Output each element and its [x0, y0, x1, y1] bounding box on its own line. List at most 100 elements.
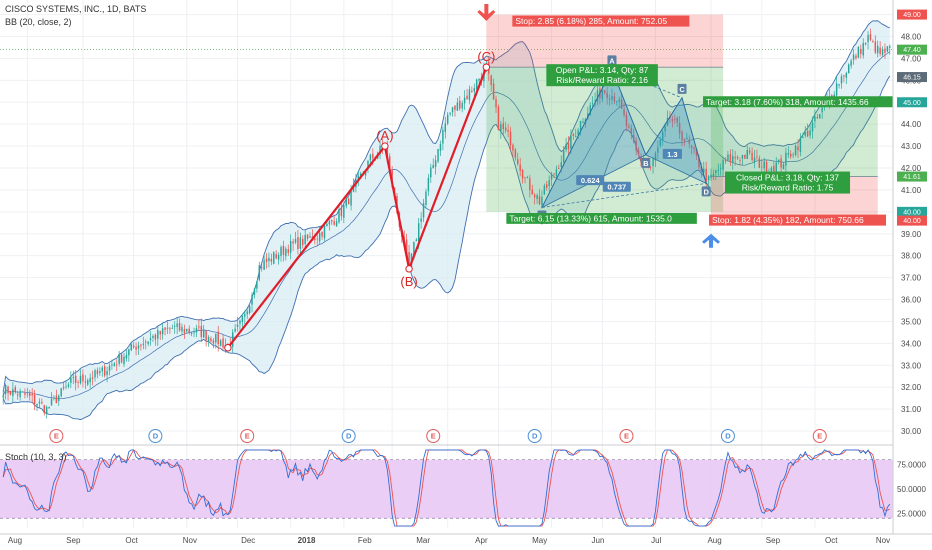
candle-body [125, 355, 128, 359]
candle [7, 385, 9, 401]
price-tag[interactable]: 45.00 [897, 97, 927, 108]
earnings-marker[interactable]: E [812, 429, 827, 443]
candle-body [171, 327, 174, 329]
candle [782, 161, 785, 170]
candle-body [379, 145, 381, 155]
harmonic-point-b[interactable]: B [641, 157, 651, 168]
time-axis[interactable]: Aug Sep Oct Nov Dec 2018 Feb Mar Apr May Jun Jul Aug… [0, 533, 932, 545]
dividend-marker[interactable]: D [527, 429, 542, 443]
candle [157, 325, 159, 346]
wave-point[interactable] [224, 344, 232, 352]
abc-wave[interactable]: (A) (B) (C) [224, 49, 496, 352]
candle [96, 367, 99, 379]
price-tag[interactable]: 46.15 [897, 72, 927, 83]
candle [379, 139, 381, 160]
price-tag[interactable]: 40.00 [897, 206, 927, 217]
candle-body [413, 241, 415, 256]
stoch-indicator-label[interactable]: Stoch (10, 3, 3) [5, 452, 67, 462]
candle-body [541, 196, 543, 206]
candle-body [601, 90, 604, 100]
candle-body [389, 156, 391, 170]
chart-title[interactable]: CISCO SYSTEMS, INC., 1D, BATS [5, 4, 147, 14]
wave-point[interactable] [405, 265, 413, 273]
dividend-marker[interactable]: D [720, 429, 735, 443]
earnings-marker[interactable]: E [426, 429, 441, 443]
short-position-stop-label[interactable]: Stop: 2.85 (6.18%) 285, Amount: 752.05 [512, 15, 690, 27]
candle-body [782, 164, 785, 170]
price-tag-label: 40.00 [903, 218, 921, 225]
short-entry-arrow-icon[interactable] [477, 4, 496, 21]
price-tag[interactable]: 41.61 [897, 171, 927, 182]
candle-body [546, 184, 548, 188]
long-entry-arrow-icon[interactable] [702, 233, 721, 248]
dividend-marker[interactable]: D [148, 429, 163, 443]
earnings-marker[interactable]: E [619, 429, 634, 443]
dividend-marker[interactable]: D [341, 429, 356, 443]
price-tag[interactable]: 40.00 [897, 215, 927, 226]
harmonic-point-a[interactable]: A [607, 55, 617, 66]
wave-point[interactable] [482, 63, 491, 71]
earnings-marker[interactable]: E [240, 429, 255, 443]
price-axis[interactable]: 30.00 31.00 32.00 33.00 34.00 35.00 36.00 37.00… [892, 0, 932, 545]
long-position-stop-label[interactable]: Stop: 1.82 (4.35%) 182, Amount: 750.66 [709, 214, 887, 226]
candle-body [459, 100, 461, 109]
candle-body [178, 323, 181, 331]
dividend-icon [148, 429, 163, 443]
candle-body [231, 332, 234, 347]
candle [437, 148, 439, 164]
candle-body [43, 405, 46, 413]
time-tick-label: 2018 [298, 536, 316, 545]
candle-body [780, 158, 782, 168]
candle [468, 85, 471, 105]
candle-body [727, 154, 729, 160]
candle [275, 250, 277, 260]
wave-point[interactable] [381, 142, 389, 150]
candle-body [587, 113, 589, 119]
candle-body [193, 332, 195, 334]
time-tick-label: Nov [876, 536, 890, 545]
long-position-target-label[interactable]: Target: 3.18 (7.60%) 318, Amount: 1435.6… [703, 96, 894, 108]
harmonic-point-c[interactable]: C [677, 83, 687, 94]
candle [594, 92, 596, 108]
candle [48, 406, 50, 409]
candle-body [611, 95, 613, 100]
candle [466, 88, 468, 100]
candle [263, 254, 265, 271]
candle-body [558, 168, 560, 170]
candle-body [461, 103, 463, 109]
earnings-icon [240, 429, 255, 443]
candle-body [524, 176, 526, 178]
candle-body [434, 160, 437, 167]
candle-body [195, 328, 198, 333]
dividend-icon [720, 429, 735, 443]
candle-body [473, 88, 476, 92]
time-tick-label: Feb [358, 536, 372, 545]
position-labels[interactable]: Stop: 2.85 (6.18%) 285, Amount: 752.05 Ta… [477, 4, 894, 248]
short-position-target-label[interactable]: Target: 6.15 (13.33%) 615, Amount: 1535.… [506, 212, 697, 224]
event-label: E [624, 432, 629, 441]
stoch-tick-label: 75.0000 [897, 461, 926, 470]
price-tag[interactable]: 49.00 [897, 9, 927, 20]
earnings-marker[interactable]: E [49, 429, 64, 443]
harmonic-ratio-label: 0.624 [581, 176, 601, 185]
price-tag[interactable]: 47.40 [897, 44, 927, 55]
candle-body [29, 392, 31, 396]
harmonic-point-d[interactable]: D [701, 186, 711, 197]
harmonic-ratio[interactable]: 0.737 [602, 181, 631, 192]
short-position-pnl-bg [546, 64, 658, 87]
candle-body [340, 207, 343, 217]
bb-indicator-label[interactable]: BB (20, close, 2) [5, 17, 72, 27]
harmonic-ratio[interactable]: 0.624 [576, 175, 605, 186]
candle-body [265, 258, 268, 262]
harmonic-ratio[interactable]: 1.3 [662, 148, 682, 159]
candle-body [41, 402, 43, 404]
candle-body [62, 387, 65, 389]
candle-body [367, 160, 369, 169]
candle [430, 163, 432, 183]
candle [802, 132, 804, 139]
